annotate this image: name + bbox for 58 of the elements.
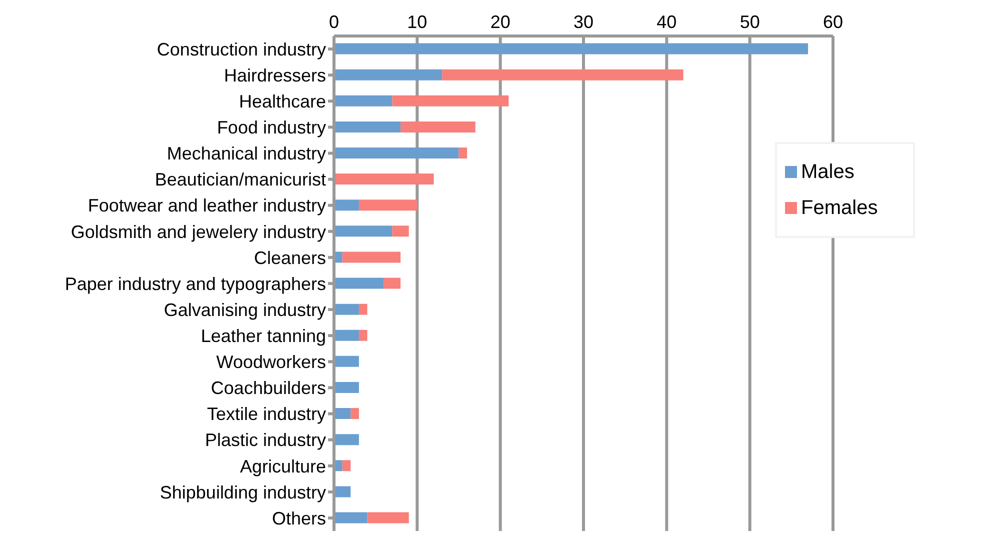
bar (384, 278, 401, 289)
bar (358, 330, 368, 341)
legend-label: Males (800, 160, 856, 185)
y-tick-label: Plastic industry (204, 430, 326, 450)
x-tick-label: 20 (490, 12, 510, 32)
bar (334, 382, 359, 393)
x-tick-label: 0 (328, 12, 340, 32)
bar (334, 200, 359, 211)
bar (342, 252, 401, 263)
y-tick-label: Paper industry and typographers (64, 274, 326, 294)
bar (334, 304, 359, 315)
bar (342, 460, 351, 472)
y-tick-label: Beautician/manicurist (154, 170, 326, 190)
bar (358, 304, 368, 315)
bar (334, 174, 434, 185)
y-tick-label: Goldsmith and jewelery industry (70, 222, 326, 242)
bar (442, 69, 684, 80)
y-tick-label: Healthcare (238, 92, 326, 112)
bar (350, 408, 359, 420)
y-tick-label: Galvanising industry (164, 300, 326, 320)
bar (334, 43, 808, 54)
bar (358, 200, 418, 211)
y-tick-label: Hairdressers (224, 65, 326, 86)
x-tick-label: 10 (407, 12, 428, 32)
x-tick-label: 60 (822, 12, 844, 32)
y-tick-label: Construction industry (156, 39, 326, 60)
bar (334, 408, 351, 420)
bar (334, 148, 459, 159)
y-tick-label: Cleaners (254, 248, 326, 268)
bar (334, 226, 392, 237)
bar (334, 330, 359, 341)
bar (334, 486, 351, 498)
bar (334, 69, 442, 80)
bar (458, 148, 468, 159)
y-tick-label: Mechanical industry (166, 144, 326, 164)
bar (392, 95, 509, 106)
y-tick-label: Leather tanning (200, 326, 326, 346)
y-tick-label: Footwear and leather industry (88, 196, 326, 216)
y-tick-label: Textile industry (206, 404, 326, 424)
bar (334, 95, 392, 106)
bar (334, 356, 359, 367)
bar (334, 512, 368, 524)
y-tick-label: Coachbuilders (210, 378, 326, 398)
x-tick-label: 50 (740, 12, 760, 32)
legend-label: Females (800, 196, 879, 221)
bar (392, 226, 409, 237)
x-tick-label: 40 (656, 12, 677, 32)
bar (400, 121, 476, 132)
y-tick-label: Others (272, 508, 326, 528)
bar (334, 278, 384, 289)
y-tick-label: Agriculture (240, 456, 326, 476)
y-tick-label: Woodworkers (216, 352, 326, 372)
bar (367, 512, 409, 524)
bar (334, 121, 401, 132)
y-tick-label: Food industry (216, 118, 326, 138)
bar (334, 434, 359, 446)
y-tick-label: Shipbuilding industry (160, 482, 326, 502)
x-tick-label: 30 (573, 12, 594, 32)
